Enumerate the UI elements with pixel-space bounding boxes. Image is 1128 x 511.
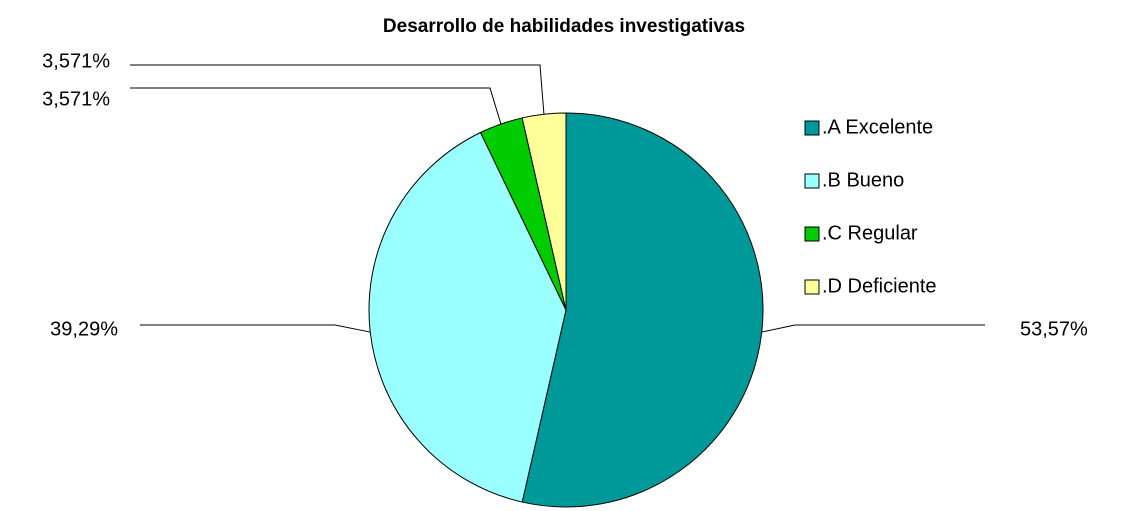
legend-swatch bbox=[804, 120, 820, 136]
legend-label: .B Bueno bbox=[822, 169, 904, 191]
leader-line bbox=[140, 324, 371, 333]
legend-label: .C Regular bbox=[822, 222, 918, 244]
data-label: 3,571% bbox=[42, 88, 110, 110]
leader-line bbox=[130, 64, 545, 115]
leader-line bbox=[761, 324, 985, 333]
legend-label: .A Excelente bbox=[822, 116, 933, 138]
legend-swatch bbox=[804, 226, 820, 242]
legend-swatch bbox=[804, 173, 820, 189]
data-label: 39,29% bbox=[50, 318, 118, 340]
pie-slice bbox=[521, 112, 567, 311]
legend-swatch bbox=[804, 279, 820, 295]
chart-title: Desarrollo de habilidades investigativas bbox=[383, 16, 745, 37]
data-label: 53,57% bbox=[1020, 318, 1088, 340]
pie-slice bbox=[368, 131, 567, 503]
pie-slice bbox=[521, 112, 764, 508]
leader-line bbox=[130, 87, 502, 125]
legend-label: .D Deficiente bbox=[822, 275, 937, 297]
data-label: 3,571% bbox=[42, 50, 110, 72]
